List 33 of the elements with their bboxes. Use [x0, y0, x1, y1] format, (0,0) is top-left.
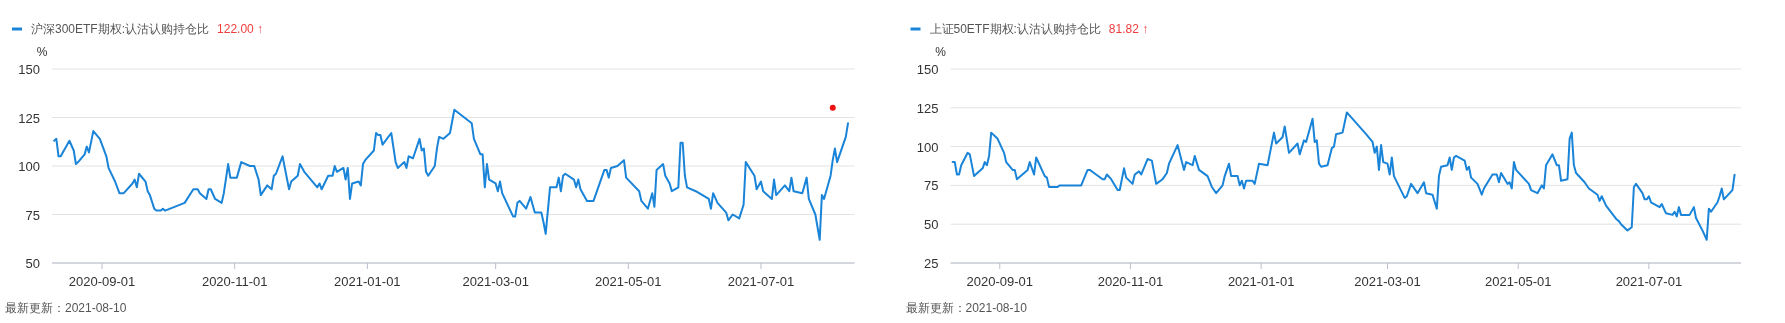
x-tick-label: 2021-01-01	[1227, 274, 1295, 289]
text: 122.00 ↑	[217, 22, 264, 36]
x-tick-label: 2021-01-01	[334, 274, 401, 289]
x-tick-label: 2020-09-01	[68, 274, 136, 289]
legend-label: 沪深300ETF期权:认沽认购持仓比	[31, 22, 210, 36]
x-tick-label: 2020-11-01	[201, 274, 268, 289]
text: 最新更新：2021-08-10	[905, 301, 1028, 315]
x-tick-label: 2021-03-01	[1354, 274, 1421, 289]
text: 81.82 ↑	[1108, 22, 1149, 36]
x-tick-label: 2021-07-01	[727, 274, 795, 289]
y-tick-label: 150	[916, 62, 939, 77]
x-tick-label: 2021-03-01	[462, 274, 529, 289]
x-tick-label: 2020-11-01	[1097, 274, 1164, 289]
y-tick-label: 125	[916, 100, 939, 116]
y-tick-label: 75	[924, 178, 939, 194]
x-tick-label: 2021-05-01	[595, 274, 662, 289]
y-tick-label: 50	[924, 217, 939, 233]
y-tick-label: 50	[25, 256, 40, 271]
x-tick-label: 2021-05-01	[1484, 274, 1552, 289]
text: 最新更新：2021-08-10	[5, 301, 127, 315]
y-axis-title: %	[935, 45, 947, 59]
y-tick-label: 125	[18, 110, 40, 126]
y-tick-label: 100	[18, 159, 40, 174]
y-tick-label: 75	[25, 207, 40, 223]
y-tick-label: 100	[916, 139, 939, 155]
x-tick-label: 2021-07-01	[1615, 274, 1683, 289]
line-series	[951, 111, 1736, 241]
y-tick-label: 150	[18, 62, 40, 77]
y-tick-label: 25	[924, 256, 939, 271]
line-series	[53, 108, 849, 241]
legend-label: 上证50ETF期权:认沽认购持仓比	[929, 22, 1101, 36]
y-axis-title: %	[36, 45, 48, 59]
x-tick-label: 2020-09-01	[966, 274, 1034, 289]
